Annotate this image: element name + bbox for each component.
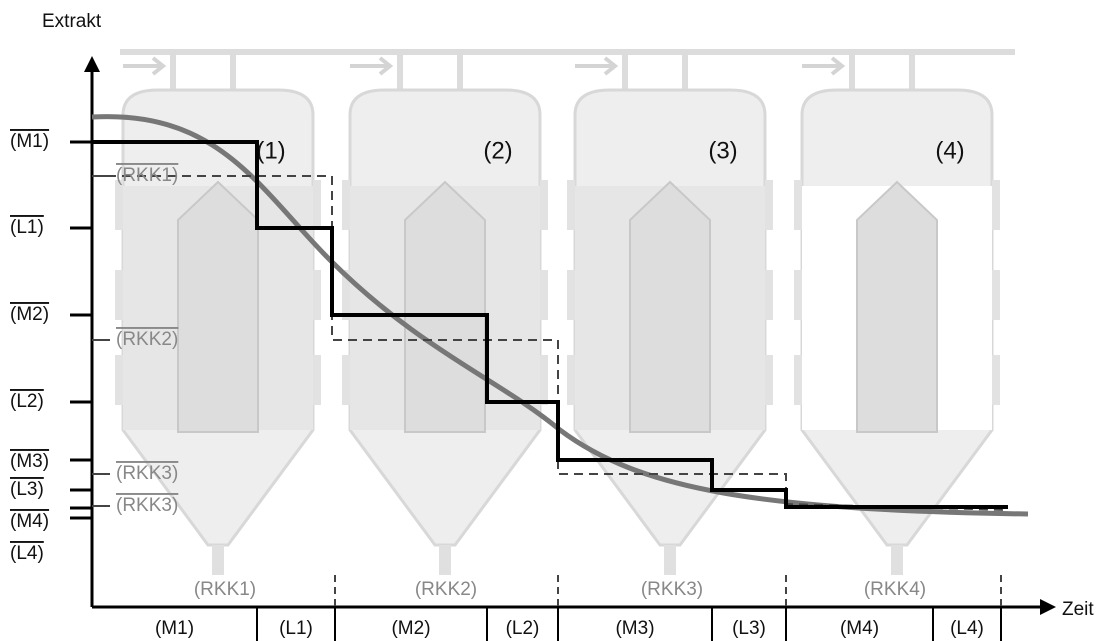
tank-bracket [115,270,123,320]
tank-label: (1) [256,137,285,164]
tank-bracket [794,270,802,320]
tank-bracket [342,180,350,230]
rkk-label: (RKK1) [116,165,178,186]
tank-bracket [567,180,575,230]
tank-bracket [765,355,773,405]
y-label: (L1) [10,217,44,238]
tank-label: (2) [483,137,512,164]
arrow [123,58,163,74]
tank-core [857,182,937,432]
tank-bracket [794,355,802,405]
tank-bracket [540,355,548,405]
y-label: (M1) [10,131,49,152]
tank-outlet [891,545,903,575]
tank-bracket [765,270,773,320]
x-segment-label: (L4) [950,618,984,639]
arrow [575,58,615,74]
rkk-label: (RKK2) [116,329,178,350]
tank-bracket [342,355,350,405]
tank-bracket [540,180,548,230]
y-label: (L4) [10,543,44,564]
tank-label: (3) [708,137,737,164]
y-label: (M2) [10,304,49,325]
y-arrow [84,56,100,72]
tank-bracket [567,270,575,320]
arrow [802,58,842,74]
tank-bracket [313,355,321,405]
x-segment-label: (M3) [615,618,654,639]
tank-bracket [313,270,321,320]
tank-outlet [439,545,451,575]
rkk-label: (RKK3) [116,463,178,484]
tank-outlet [212,545,224,575]
tank-bracket [794,180,802,230]
tank-core [630,182,710,432]
tanks-background: (1) (2) (3) (4) [115,52,1015,575]
diagram: (1) (2) (3) (4) Extrakt Zeit (M1) (L1) (M2) (L… [0,0,1120,641]
tank-bracket [115,355,123,405]
x-axis-label: Zeit [1062,599,1094,620]
x-segment-label: (M2) [391,618,430,639]
tank-outlet [664,545,676,575]
x-segment-label: (M1) [155,618,194,639]
x-segment-label: (L3) [732,618,766,639]
y-label: (M3) [10,451,49,472]
tank-bracket [313,180,321,230]
phase-label: (RKK4) [864,579,926,600]
tank-core [405,182,485,432]
x-segment-label: (L1) [279,618,313,639]
y-axis-label: Extrakt [42,11,102,32]
tank-core [178,182,258,432]
y-label: (L3) [10,479,44,500]
rkk-label: (RKK3) [116,495,178,516]
tank-bracket [992,355,1000,405]
tank-label: (4) [935,137,964,164]
tank-bracket [567,355,575,405]
phase-label: (RKK3) [641,579,703,600]
tank-bracket [765,180,773,230]
x-segment-label: (M4) [840,618,879,639]
tank-bracket [992,270,1000,320]
y-label: (M4) [10,511,49,532]
phase-label: (RKK2) [415,579,477,600]
tank-bracket [115,180,123,230]
tank-bracket [540,270,548,320]
phase-label: (RKK1) [194,579,256,600]
tank-bracket [992,180,1000,230]
arrow [350,58,390,74]
x-arrow [1040,599,1056,615]
x-segment-label: (L2) [506,618,540,639]
y-label: (L2) [10,391,44,412]
